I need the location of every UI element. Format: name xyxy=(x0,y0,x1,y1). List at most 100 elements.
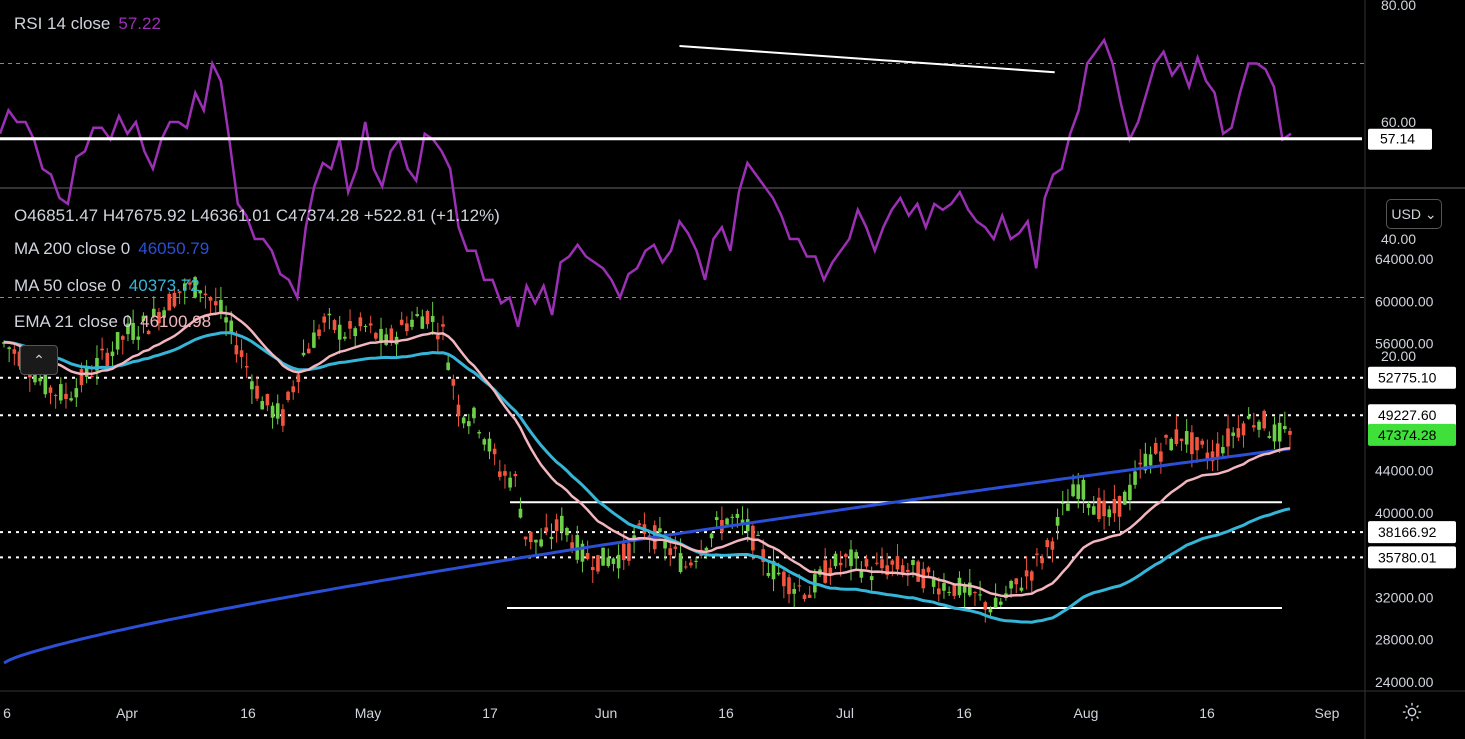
candle-body xyxy=(523,536,528,540)
candle-body xyxy=(1081,479,1086,500)
level-price-box xyxy=(1368,521,1456,544)
candle-body xyxy=(528,531,533,543)
candle-body xyxy=(993,597,998,608)
candle-body xyxy=(255,385,259,399)
time-axis-tick: Aug xyxy=(1074,705,1099,721)
candle-body xyxy=(957,577,962,596)
candle-body xyxy=(337,324,342,340)
currency-dropdown[interactable]: USD ⌄ xyxy=(1386,199,1442,229)
candle-body xyxy=(446,362,450,370)
candle-body xyxy=(1205,452,1210,459)
candle-body xyxy=(1169,438,1174,451)
candle-body xyxy=(885,565,889,576)
candle-body xyxy=(823,560,827,583)
candle-body xyxy=(317,329,321,336)
ohlc-legend: O46851.47 H47675.92 L46361.01 C47374.28 … xyxy=(14,206,500,225)
candle-body xyxy=(978,594,982,596)
candle-body xyxy=(787,577,791,595)
candle-body xyxy=(554,519,559,531)
ema21-legend: EMA 21 close 0 46100.98 xyxy=(14,312,211,332)
candle-body xyxy=(973,592,977,594)
ema21-line xyxy=(3,311,1291,598)
candle-body xyxy=(33,374,37,383)
price-axis-tick: 32000.00 xyxy=(1375,589,1434,605)
candle-body xyxy=(456,404,461,417)
candle-body xyxy=(771,560,776,580)
candle-body xyxy=(374,332,378,339)
candle-body xyxy=(136,336,141,340)
candle-body xyxy=(880,559,884,569)
ema21-value: 46100.98 xyxy=(140,312,212,331)
candle-body xyxy=(792,588,797,594)
candle-body xyxy=(1133,471,1137,485)
candle-body xyxy=(172,292,177,307)
candle-body xyxy=(983,602,988,610)
level-price-label: 38166.92 xyxy=(1378,524,1437,540)
candle-body xyxy=(322,316,327,323)
candle-body xyxy=(95,357,99,371)
candle-body xyxy=(203,293,208,296)
candle-body xyxy=(539,539,543,547)
candle-body xyxy=(141,315,146,322)
candle-body xyxy=(678,553,683,572)
currency-label: USD xyxy=(1391,206,1421,222)
candle-body xyxy=(735,513,740,518)
rsi-label: RSI 14 close xyxy=(14,14,111,33)
candle-body xyxy=(1148,454,1153,466)
candle-body xyxy=(74,388,79,398)
candle-body xyxy=(900,565,905,575)
candle-body xyxy=(756,534,760,536)
candle-body xyxy=(1246,415,1251,419)
candle-body xyxy=(343,336,347,339)
candle-body xyxy=(590,567,595,571)
candle-body xyxy=(916,561,920,582)
candle-body xyxy=(513,473,518,477)
candle-body xyxy=(565,527,569,536)
collapse-legend-button[interactable]: ⌃ xyxy=(20,345,58,375)
candle-body xyxy=(126,323,130,335)
candle-body xyxy=(988,609,993,613)
candle-body xyxy=(492,448,497,455)
candle-body xyxy=(1128,484,1132,501)
candle-body xyxy=(1122,491,1127,505)
candle-body xyxy=(461,417,466,424)
candle-body xyxy=(157,312,161,324)
candle-body xyxy=(745,519,750,532)
candle-body xyxy=(776,572,781,575)
candle-body xyxy=(482,439,487,445)
rsi-level-label: 57.14 xyxy=(1380,131,1415,147)
candle-body xyxy=(549,536,554,539)
price-axis-tick: 40000.00 xyxy=(1375,505,1434,521)
time-axis-tick: Sep xyxy=(1315,705,1340,721)
candle-body xyxy=(306,348,311,354)
candle-body xyxy=(110,351,115,357)
price-axis-tick: 28000.00 xyxy=(1375,632,1434,648)
candle-body xyxy=(751,525,755,551)
candle-body xyxy=(48,387,53,393)
candle-body xyxy=(1262,410,1266,429)
candle-body xyxy=(730,516,735,518)
last-price-box xyxy=(1368,423,1456,446)
candle-body xyxy=(193,277,197,298)
time-axis-tick: 6 xyxy=(3,705,11,721)
gear-icon[interactable] xyxy=(1401,701,1423,723)
candle-body xyxy=(131,322,135,340)
candle-body xyxy=(663,539,667,549)
candle-body xyxy=(182,283,187,291)
candle-body xyxy=(838,562,843,566)
candle-body xyxy=(420,316,425,329)
candle-body xyxy=(244,366,249,368)
candle-body xyxy=(931,578,936,587)
candle-body xyxy=(616,554,621,569)
candle-body xyxy=(1190,432,1194,455)
candle-body xyxy=(497,471,502,477)
candle-body xyxy=(668,548,673,556)
candle-body xyxy=(1066,503,1070,511)
ma50-legend: MA 50 close 0 40373.72 xyxy=(14,276,200,296)
rsi-line xyxy=(0,37,1292,328)
time-axis-tick: 17 xyxy=(482,705,498,721)
time-axis-tick: 16 xyxy=(240,705,256,721)
candle-body xyxy=(219,300,223,313)
ma200-label: MA 200 close 0 xyxy=(14,239,131,258)
